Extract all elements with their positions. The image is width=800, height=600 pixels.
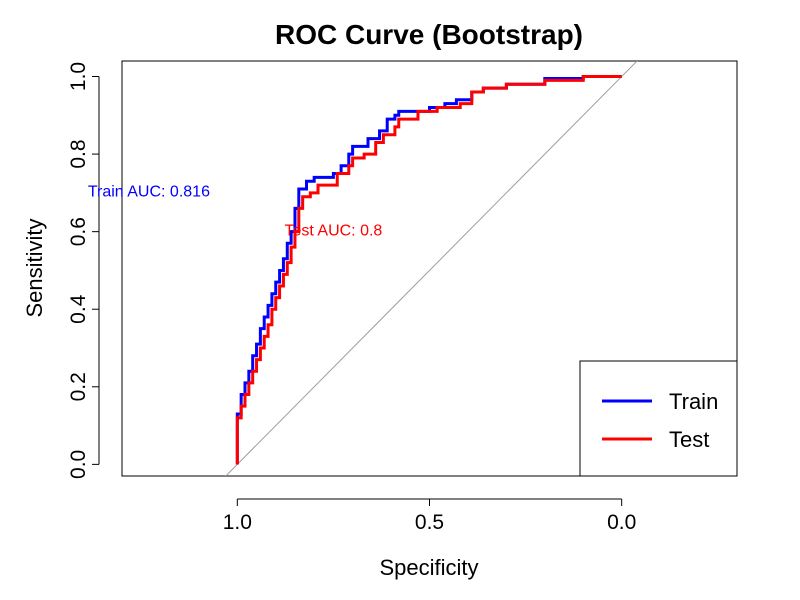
chart-title: ROC Curve (Bootstrap): [275, 19, 583, 50]
x-tick-label: 0.5: [415, 511, 444, 534]
plot-frame: [121, 60, 738, 477]
legend-box: [579, 360, 738, 477]
y-axis-label: Sensitivity: [22, 218, 47, 317]
diagonal-reference-line: [225, 61, 638, 476]
legend-label-train: Train: [669, 389, 718, 414]
series-line-test: [235, 75, 622, 465]
x-tick-label: 0.0: [607, 511, 636, 534]
series-line-train: [235, 75, 622, 465]
diagonal-group: [225, 61, 638, 476]
y-tick-label: 0.4: [67, 294, 90, 324]
y-tick-label: 0.8: [67, 139, 90, 168]
y-tick-label: 1.0: [67, 62, 90, 91]
plot-layer: 1.0 0.5 0.0 0.0 0.2 0.4 0.6 0.8 1.0 Train AUC: 0.…: [67, 61, 738, 534]
auc-annotation-test: Test AUC: 0.8: [284, 223, 382, 240]
y-tick-label: 0.2: [67, 372, 90, 401]
auc-annotation-train: Train AUC: 0.816: [88, 184, 210, 201]
legend-label-test: Test: [669, 427, 709, 452]
x-axis-label: Specificity: [379, 555, 478, 580]
y-tick-label: 0.6: [67, 217, 90, 246]
x-tick-label: 1.0: [223, 511, 252, 534]
y-tick-label: 0.0: [67, 450, 90, 479]
